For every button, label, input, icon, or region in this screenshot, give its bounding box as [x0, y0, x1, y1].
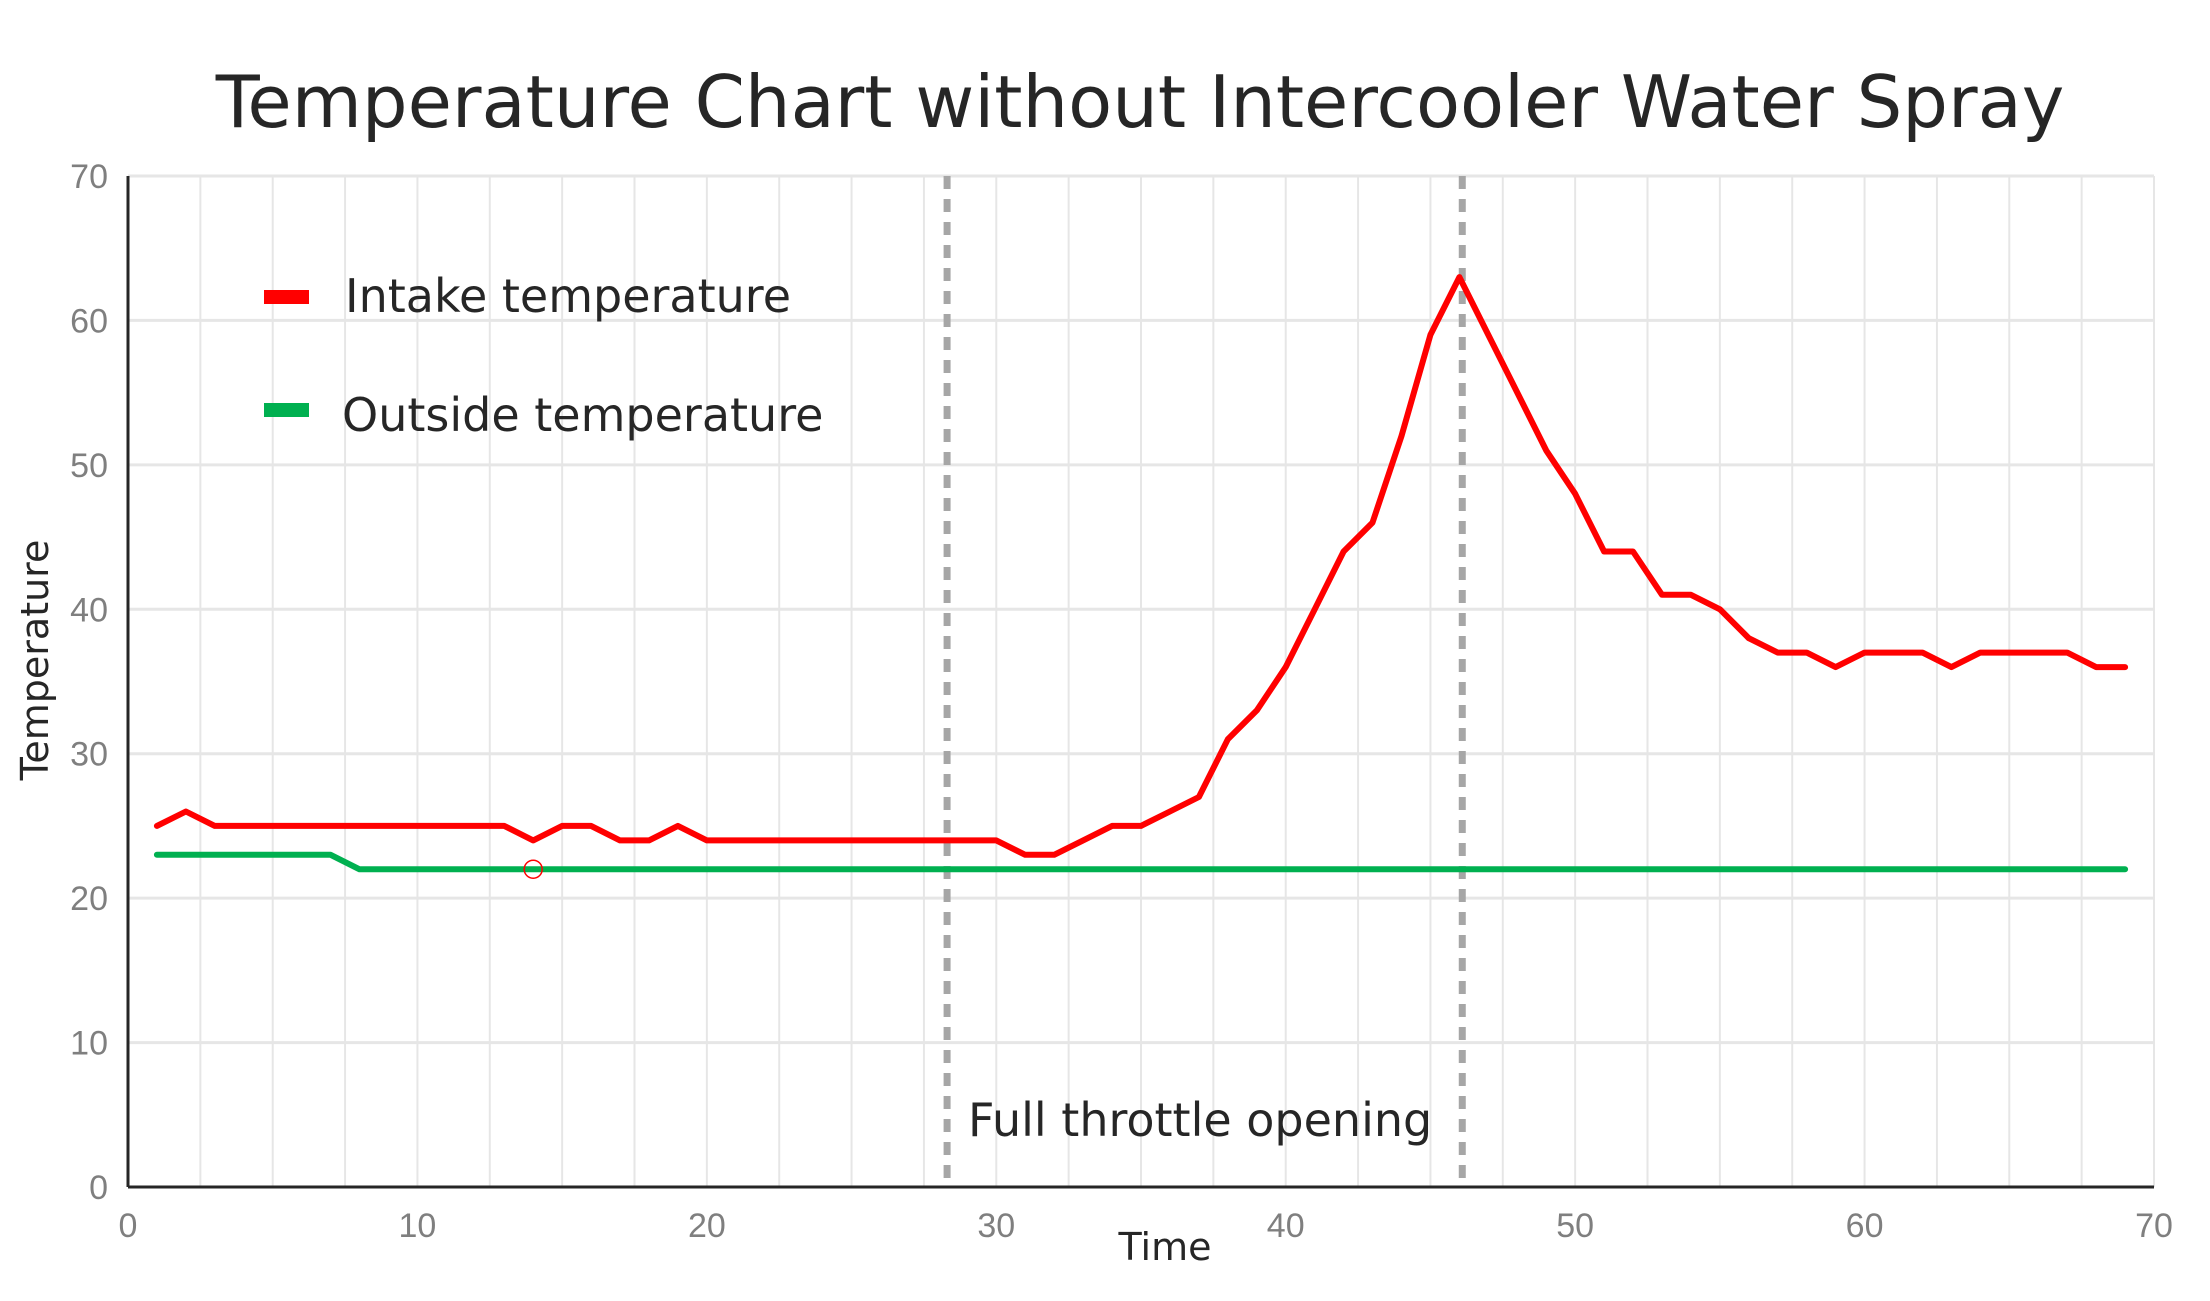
outside-temperature-line [153, 851, 2129, 873]
y-tick-label: 30 [70, 736, 108, 774]
axes [126, 176, 2154, 1189]
y-tick-label: 60 [70, 302, 108, 340]
legend-swatch-outside [264, 403, 309, 417]
y-tick-label: 10 [70, 1025, 108, 1063]
x-tick-label: 0 [119, 1207, 138, 1245]
x-tick-label: 10 [399, 1207, 437, 1245]
x-tick-label: 50 [1556, 1207, 1594, 1245]
y-tick-label: 20 [70, 880, 108, 918]
intake-temperature-line [153, 274, 2129, 858]
x-tick-label: 40 [1267, 1207, 1305, 1245]
legend: Intake temperature Outside temperature [264, 269, 823, 442]
grid [128, 174, 2155, 1187]
series-lines [153, 274, 2129, 873]
y-axis-title: Temperature [13, 540, 57, 782]
y-tick-label: 40 [70, 591, 108, 629]
full-throttle-annotation: Full throttle opening [968, 1093, 1432, 1147]
y-tick-label: 50 [70, 447, 108, 485]
y-tick-label: 0 [89, 1169, 108, 1207]
legend-swatch-intake [264, 290, 309, 304]
legend-label-intake: Intake temperature [345, 269, 791, 323]
point-markers [523, 859, 543, 880]
x-tick-label: 30 [977, 1207, 1015, 1245]
x-axis-title: Time [1118, 1225, 1212, 1269]
chart-title: Temperature Chart without Intercooler Wa… [215, 60, 2065, 144]
open-circle-marker [523, 859, 543, 880]
x-tick-label: 60 [1846, 1207, 1884, 1245]
legend-label-outside: Outside temperature [342, 388, 823, 442]
tick-labels: 0 10 20 30 40 50 60 70 0 10 20 30 40 50 60 70 [70, 158, 2173, 1245]
vertical-markers [943, 176, 1466, 1187]
x-tick-label: 20 [688, 1207, 726, 1245]
y-tick-label: 70 [70, 158, 108, 196]
x-tick-label: 70 [2135, 1207, 2173, 1245]
